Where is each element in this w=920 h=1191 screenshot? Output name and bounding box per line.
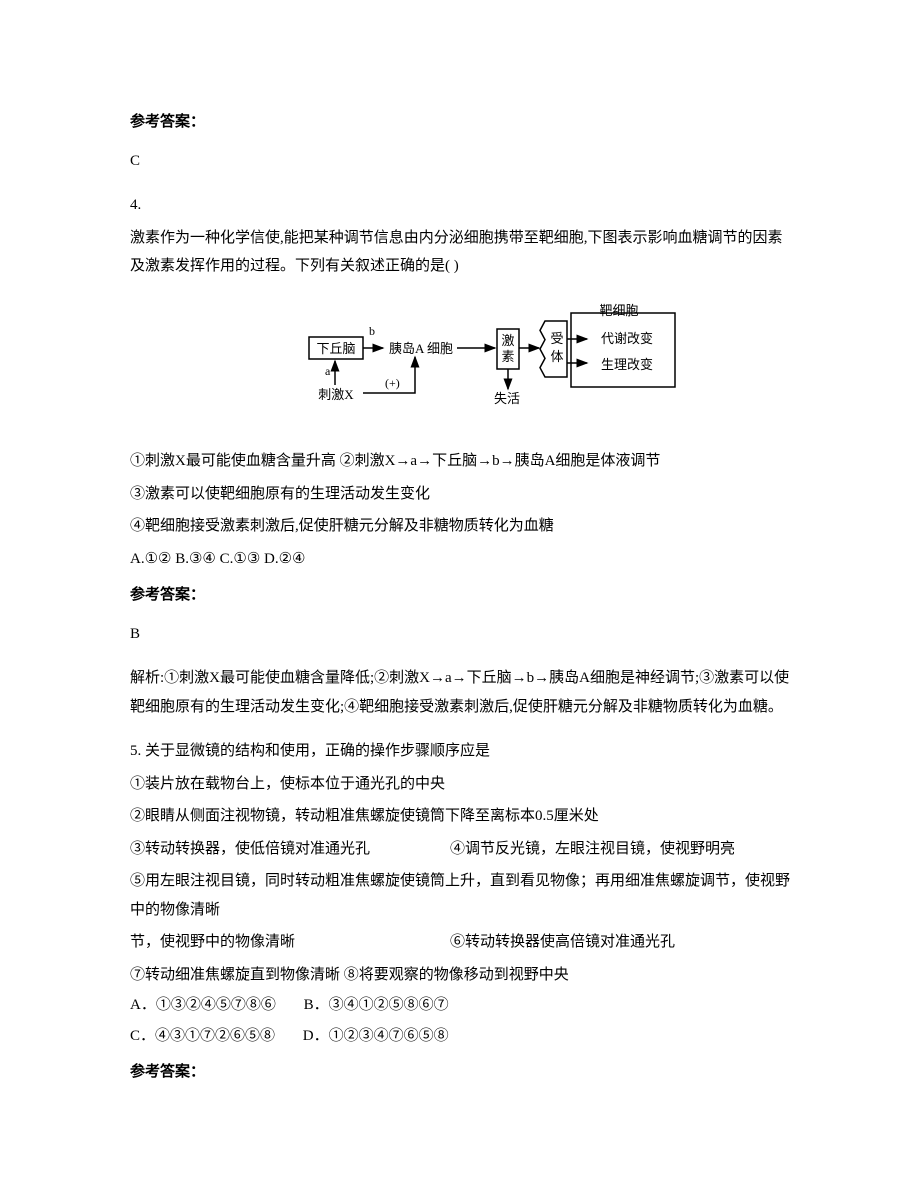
q5-step-6: ⑥转动转换器使高倍镜对准通光孔 [450,934,675,950]
svg-text:下丘脑: 下丘脑 [316,341,355,356]
svg-text:(+): (+) [385,376,400,390]
svg-text:素: 素 [501,349,514,364]
q4-options: A.①② B.③④ C.①③ D.②④ [130,545,790,574]
q5-step-1: ①装片放在载物台上，使标本位于通光孔的中央 [130,770,790,799]
svg-text:生理改变: 生理改变 [601,357,653,372]
q5-step-2: ②眼睛从侧面注视物镜，转动粗准焦螺旋使镜筒下降至离标本0.5厘米处 [130,802,790,831]
q5-option-c: C．④③①⑦②⑥⑤⑧ [130,1022,275,1051]
q4-statement-4: ④靶细胞接受激素刺激后,促使肝糖元分解及非糖物质转化为血糖 [130,512,790,541]
q5-option-d: D．①②③④⑦⑥⑤⑧ [303,1022,449,1051]
svg-text:a: a [325,364,331,378]
svg-text:b: b [369,324,375,338]
q5-step-4: ④调节反光镜，左眼注视目镜，使视野明亮 [450,841,735,857]
q5-options-row2: C．④③①⑦②⑥⑤⑧ D．①②③④⑦⑥⑤⑧ [130,1022,790,1051]
svg-text:受: 受 [550,331,563,346]
q5-stem: 5. 关于显微镜的结构和使用，正确的操作步骤顺序应是 [130,737,790,766]
hormone-pathway-diagram: 靶细胞下丘脑刺激X 胰岛A 细胞 激素失活 受体 代谢改变生理改变 a b (+) [241,299,679,419]
q4-statement-3: ③激素可以使靶细胞原有的生理活动发生变化 [130,480,790,509]
svg-text:激: 激 [501,333,514,348]
svg-text:胰岛A 细胞: 胰岛A 细胞 [389,341,453,356]
svg-text:失活: 失活 [494,391,520,406]
answer-value-q4: B [130,620,790,649]
q5-step-5b-6: 节，使视野中的物像清晰⑥转动转换器使高倍镜对准通光孔 [130,928,790,957]
q4-statement-1-2: ①刺激X最可能使血糖含量升高 ②刺激X→a→下丘脑→b→胰岛A细胞是体液调节 [130,447,790,476]
q5-step-3-4: ③转动转换器，使低倍镜对准通光孔④调节反光镜，左眼注视目镜，使视野明亮 [130,835,790,864]
q4-diagram: 靶细胞下丘脑刺激X 胰岛A 细胞 激素失活 受体 代谢改变生理改变 a b (+) [130,299,790,430]
q5-step-7-8: ⑦转动细准焦螺旋直到物像清晰 ⑧将要观察的物像移动到视野中央 [130,961,790,990]
q5-option-a: A．①③②④⑤⑦⑧⑥ [130,991,276,1020]
q4-explanation: 解析:①刺激X最可能使血糖含量降低;②刺激X→a→下丘脑→b→胰岛A细胞是神经调… [130,664,790,721]
svg-text:靶细胞: 靶细胞 [599,303,638,318]
q4-stem: 激素作为一种化学信使,能把某种调节信息由内分泌细胞携带至靶细胞,下图表示影响血糖… [130,224,790,281]
svg-text:体: 体 [550,349,563,364]
q5-number: 5. [130,743,145,759]
answer-label-q4: 参考答案： [130,581,790,610]
q5-step-5: ⑤用左眼注视目镜，同时转动粗准焦螺旋使镜筒上升，直到看见物像；再用细准焦螺旋调节… [130,867,790,924]
q5-stem-text: 关于显微镜的结构和使用，正确的操作步骤顺序应是 [145,743,490,759]
answer-value-q3: C [130,147,790,176]
svg-text:代谢改变: 代谢改变 [601,331,653,346]
q4-number: 4. [130,191,790,220]
answer-label-q5: 参考答案： [130,1058,790,1087]
answer-label-q3: 参考答案： [130,108,790,137]
q5-step-3: ③转动转换器，使低倍镜对准通光孔 [130,835,450,864]
svg-text:刺激X: 刺激X [318,387,354,402]
q5-options-row1: A．①③②④⑤⑦⑧⑥ B．③④①②⑤⑧⑥⑦ [130,991,790,1020]
q5-option-b: B．③④①②⑤⑧⑥⑦ [304,991,449,1020]
